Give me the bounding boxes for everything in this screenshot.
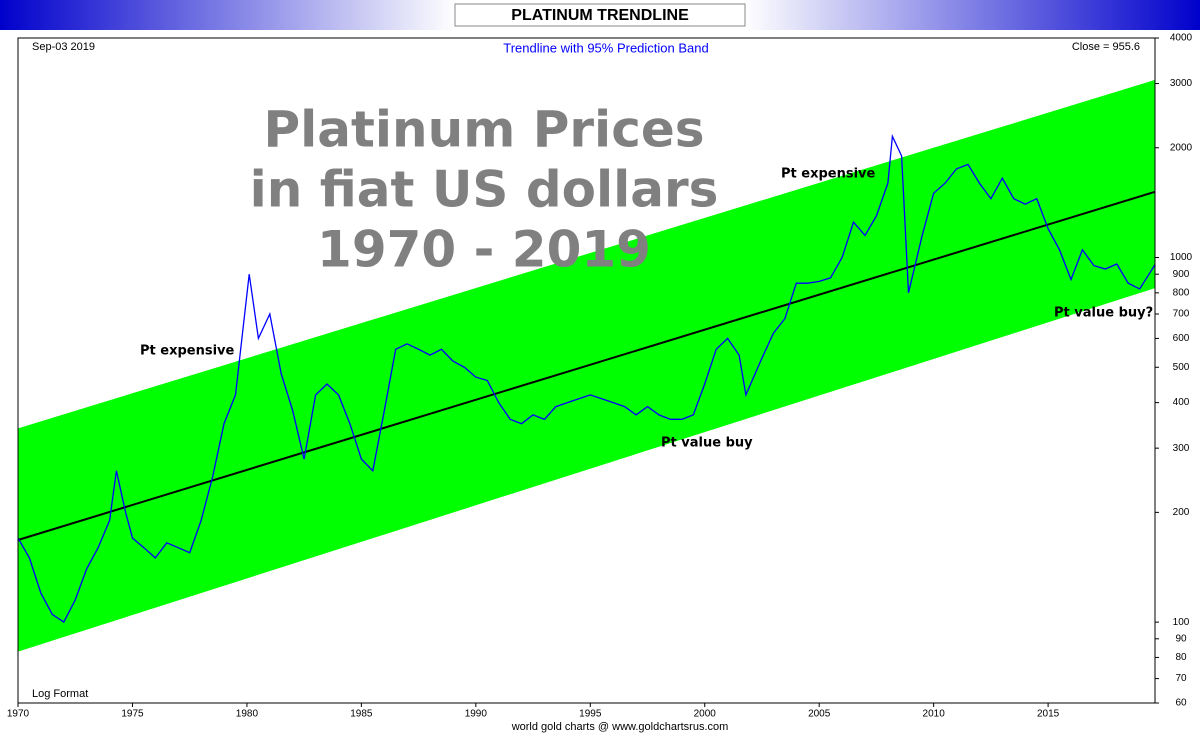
- x-tick-label: 2000: [694, 709, 717, 720]
- y-tick-label: 80: [1175, 652, 1187, 663]
- x-tick-label: 1990: [465, 709, 488, 720]
- trendline: [17, 190, 1156, 541]
- subtitle: Trendline with 95% Prediction Band: [503, 40, 708, 55]
- y-tick-label: 400: [1173, 397, 1190, 408]
- y-tick-label: 900: [1173, 269, 1190, 280]
- y-tick-label: 800: [1173, 287, 1190, 298]
- x-tick-label: 2010: [923, 709, 946, 720]
- annotation: Pt value buy?: [1054, 306, 1153, 321]
- close-label: Close = 955.6: [1072, 41, 1140, 53]
- x-tick-label: 1980: [236, 709, 259, 720]
- y-tick-label: 100: [1173, 617, 1190, 628]
- y-tick-label: 1000: [1170, 252, 1193, 263]
- y-tick-label: 2000: [1170, 142, 1193, 153]
- x-tick-label: 1995: [579, 709, 602, 720]
- overlay-title: in fiat US dollars: [250, 161, 719, 219]
- y-tick-label: 500: [1173, 362, 1190, 373]
- x-tick-label: 1975: [121, 709, 144, 720]
- overlay-title: Platinum Prices: [263, 101, 704, 159]
- y-tick-label: 70: [1175, 673, 1187, 684]
- x-tick-label: 1985: [350, 709, 373, 720]
- annotation: Pt expensive: [140, 344, 235, 359]
- y-tick-label: 3000: [1170, 78, 1193, 89]
- title-box: [454, 3, 746, 27]
- x-tick-label: 2005: [808, 709, 831, 720]
- overlay-title: 1970 - 2019: [317, 221, 651, 279]
- scale-label: Log Format: [32, 688, 88, 700]
- chart-title: PLATINUM TRENDLINE: [511, 7, 689, 24]
- y-tick-label: 200: [1173, 507, 1190, 518]
- y-tick-label: 4000: [1170, 33, 1193, 44]
- price-line: [17, 133, 1156, 624]
- annotation: Pt value buy: [661, 436, 753, 451]
- y-tick-label: 90: [1175, 633, 1187, 644]
- y-tick-label: 60: [1175, 698, 1187, 709]
- x-tick-label: 2015: [1037, 709, 1060, 720]
- y-tick-label: 600: [1173, 333, 1190, 344]
- y-tick-label: 300: [1173, 443, 1190, 454]
- y-tick-label: 700: [1173, 309, 1190, 320]
- x-tick-label: 1970: [7, 709, 30, 720]
- date-label: Sep-03 2019: [32, 41, 95, 53]
- annotation: Pt expensive: [781, 167, 876, 182]
- plot-frame: [17, 37, 1156, 704]
- footer: world gold charts @ www.goldchartsrus.co…: [511, 721, 729, 733]
